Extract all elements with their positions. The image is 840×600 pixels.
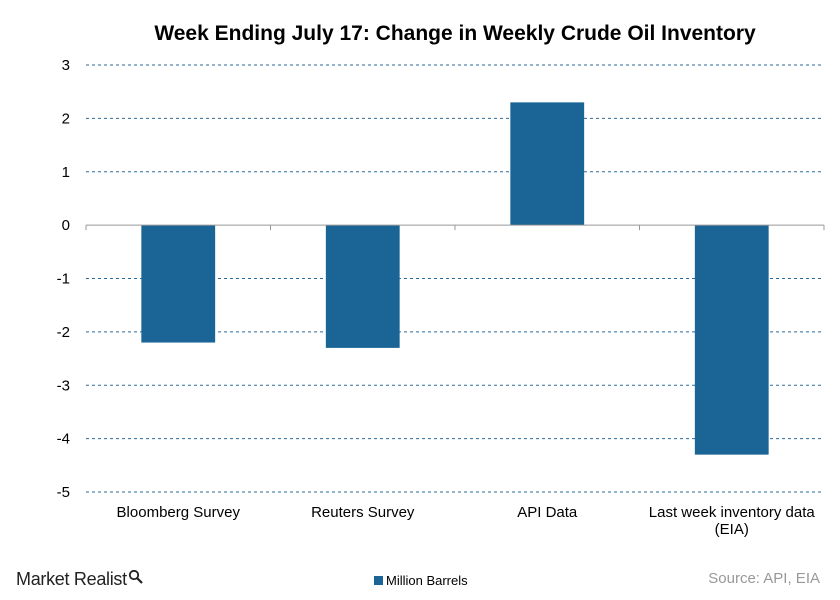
legend-label: Million Barrels	[386, 573, 468, 588]
bar	[694, 225, 769, 455]
magnifier-icon	[128, 569, 144, 590]
x-category-labels: Bloomberg Survey Reuters Survey API Data La…	[117, 504, 816, 538]
chart-title: Week Ending July 17: Change in Weekly Cr…	[154, 22, 756, 45]
y-tick-label: -1	[57, 271, 70, 288]
legend-swatch	[374, 576, 383, 585]
bar	[325, 225, 400, 348]
bars	[141, 102, 769, 455]
x-category-label: Reuters Survey	[311, 504, 415, 521]
y-tick-label: 0	[62, 217, 70, 234]
y-tick-labels: 3 2 1 0 -1 -2 -3 -4 -5	[57, 57, 70, 501]
brand-name: Market Realist	[16, 569, 127, 589]
brand-logo: Market Realist	[16, 569, 144, 590]
y-tick-label: -3	[57, 377, 70, 394]
source-note: Source: API, EIA	[708, 570, 820, 587]
x-category-label: API Data	[517, 504, 578, 521]
y-tick-label: -5	[57, 484, 70, 501]
axes	[85, 224, 825, 231]
y-tick-label: 3	[62, 57, 70, 74]
y-tick-label: 1	[62, 164, 70, 181]
bar	[510, 102, 585, 226]
bar	[141, 225, 216, 343]
y-tick-label: 2	[62, 110, 70, 127]
y-tick-label: -2	[57, 324, 70, 341]
x-category-label: Bloomberg Survey	[117, 504, 241, 521]
x-category-label: Last week inventory data (EIA)	[649, 504, 816, 538]
y-tick-label: -4	[57, 431, 70, 448]
legend: Million Barrels	[374, 573, 468, 588]
